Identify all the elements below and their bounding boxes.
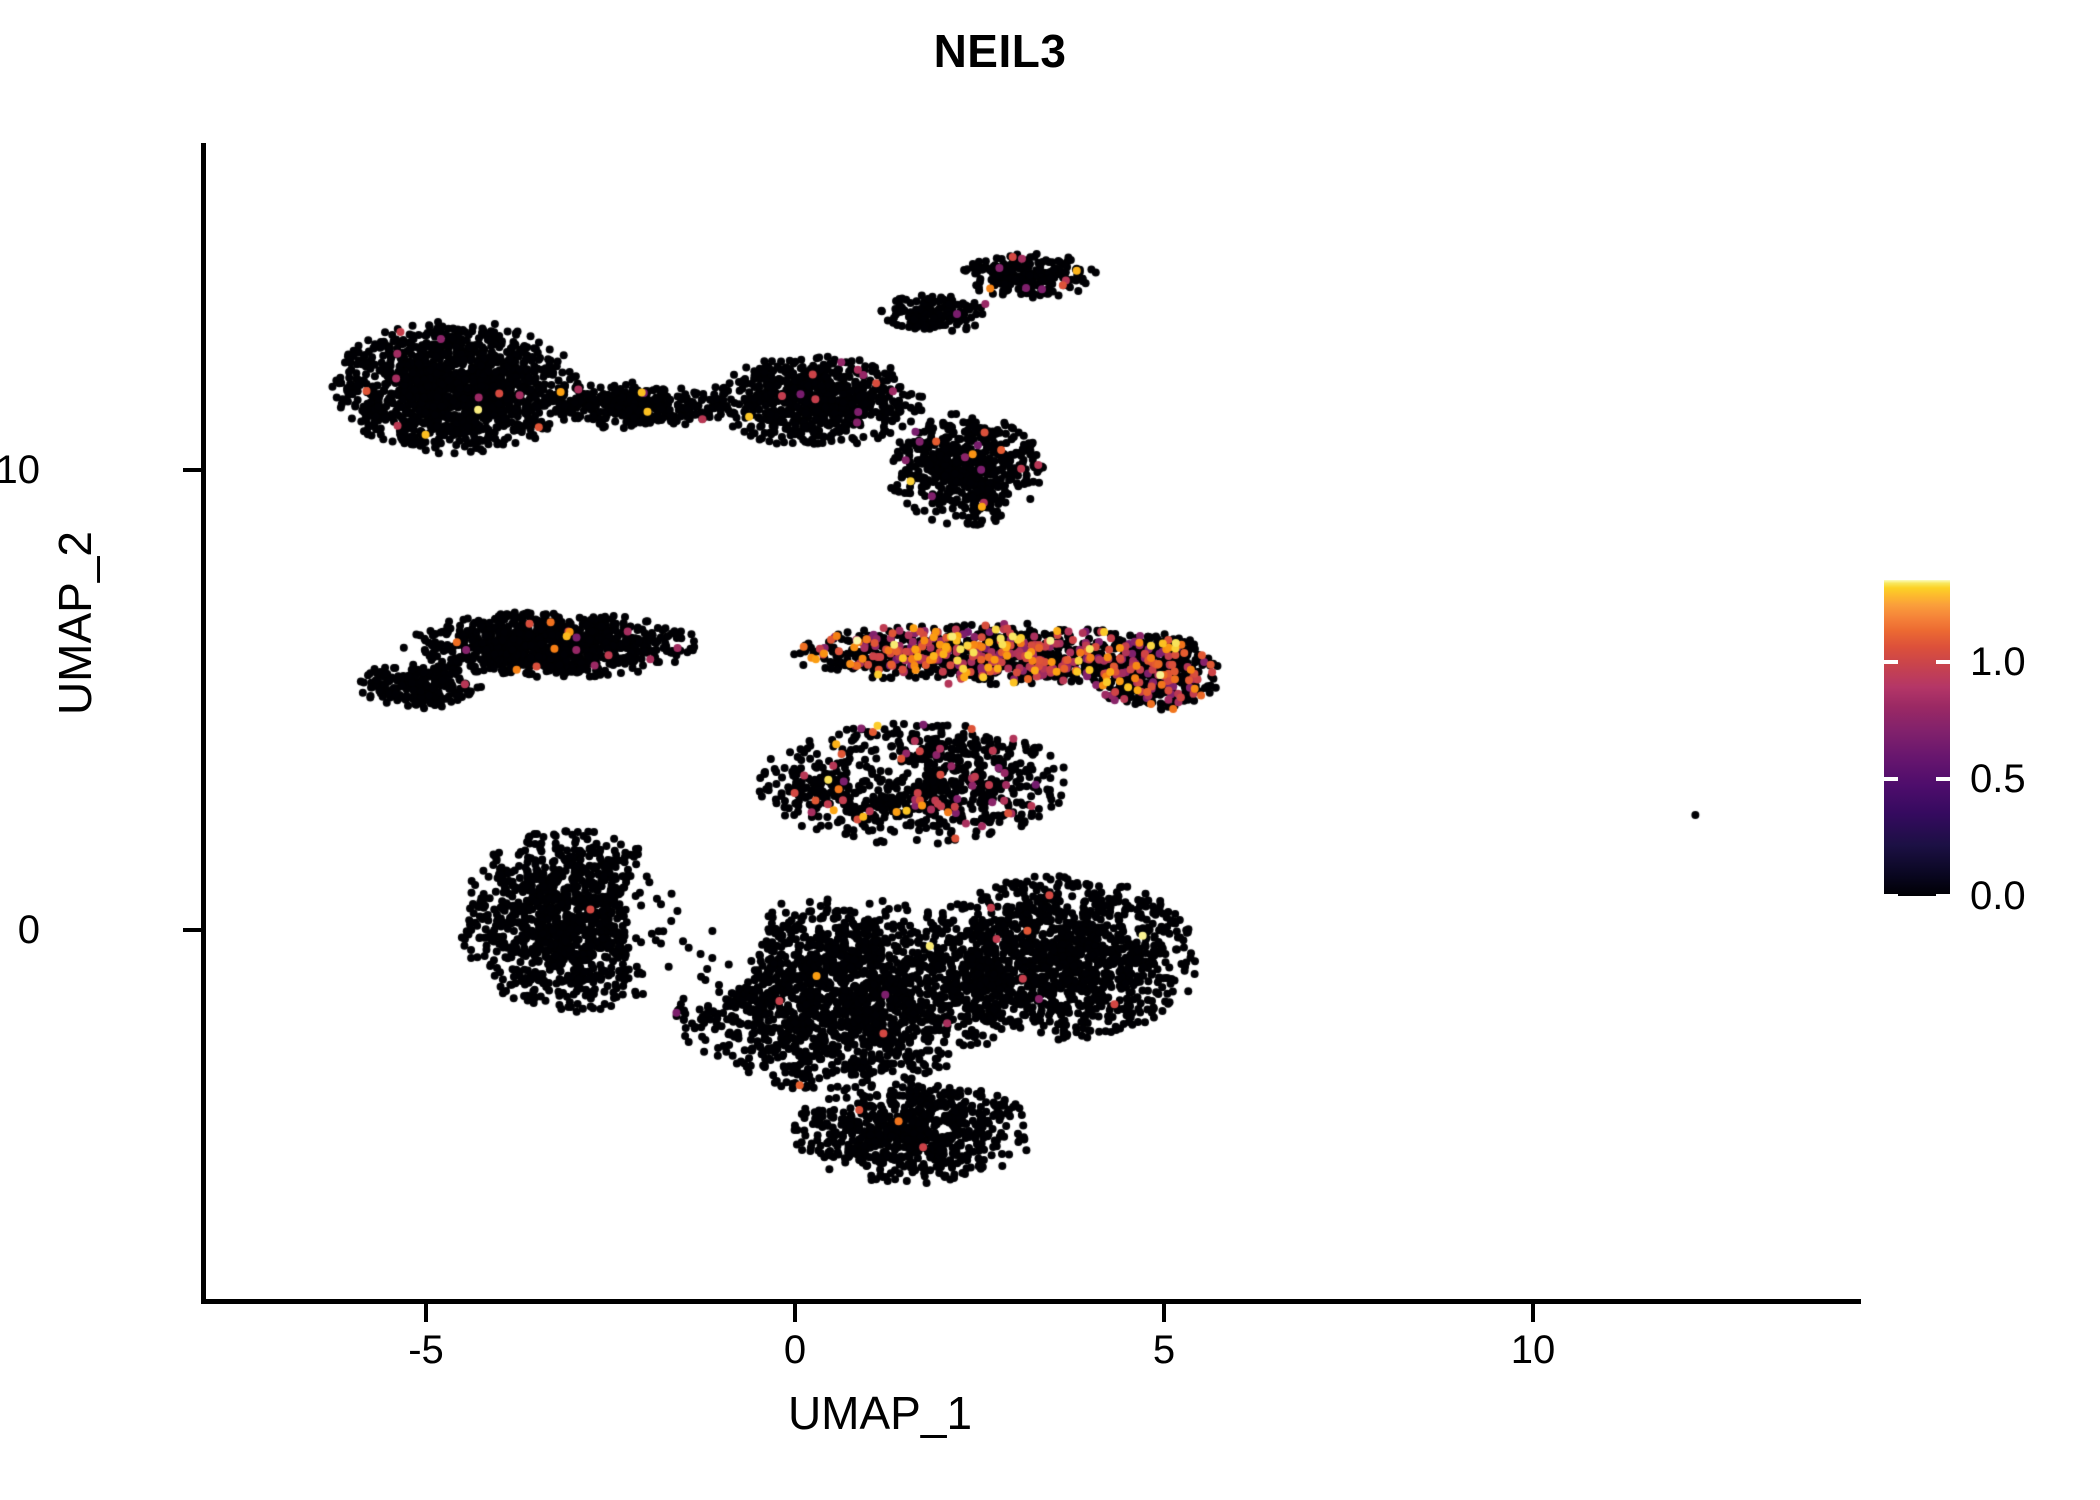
- colorbar-tick-mark: [1936, 776, 1950, 781]
- scatter-points-layer: [205, 143, 1885, 1302]
- colorbar-tick-label: 0.5: [1970, 756, 2026, 801]
- x-tick-mark: [793, 1304, 797, 1322]
- x-tick-label: -5: [408, 1328, 444, 1372]
- colorbar-tick-mark: [1884, 776, 1898, 781]
- colorbar-gradient: [1884, 580, 1950, 896]
- y-tick-mark: [183, 468, 201, 472]
- colorbar-tick-mark: [1936, 894, 1950, 898]
- x-axis-title: UMAP_1: [787, 1387, 973, 1439]
- colorbar-tick-mark: [1936, 659, 1950, 664]
- x-tick-label: 10: [1510, 1328, 1556, 1372]
- colorbar-tick-mark: [1884, 659, 1898, 664]
- color-legend: 1.0 0.5 0.0: [1884, 580, 2084, 916]
- colorbar-tick-mark: [1884, 894, 1898, 898]
- y-tick-label: 0: [17, 908, 40, 952]
- y-tick-mark: [183, 928, 201, 932]
- x-tick-mark: [1162, 1304, 1166, 1322]
- y-tick-label: 10: [0, 448, 40, 492]
- scatter-plot-panel: [205, 143, 1885, 1302]
- colorbar-tick-label: 0.0: [1970, 874, 2026, 918]
- y-axis-line: [201, 143, 206, 1304]
- x-tick-mark: [424, 1304, 428, 1322]
- page-title: NEIL3: [933, 25, 1067, 77]
- x-tick-label: 5: [1152, 1328, 1176, 1372]
- y-axis-title: UMAP_2: [49, 530, 101, 716]
- x-tick-mark: [1531, 1304, 1535, 1322]
- colorbar-tick-label: 1.0: [1970, 639, 2026, 684]
- x-axis-line: [201, 1299, 1861, 1304]
- x-tick-label: 0: [783, 1328, 807, 1372]
